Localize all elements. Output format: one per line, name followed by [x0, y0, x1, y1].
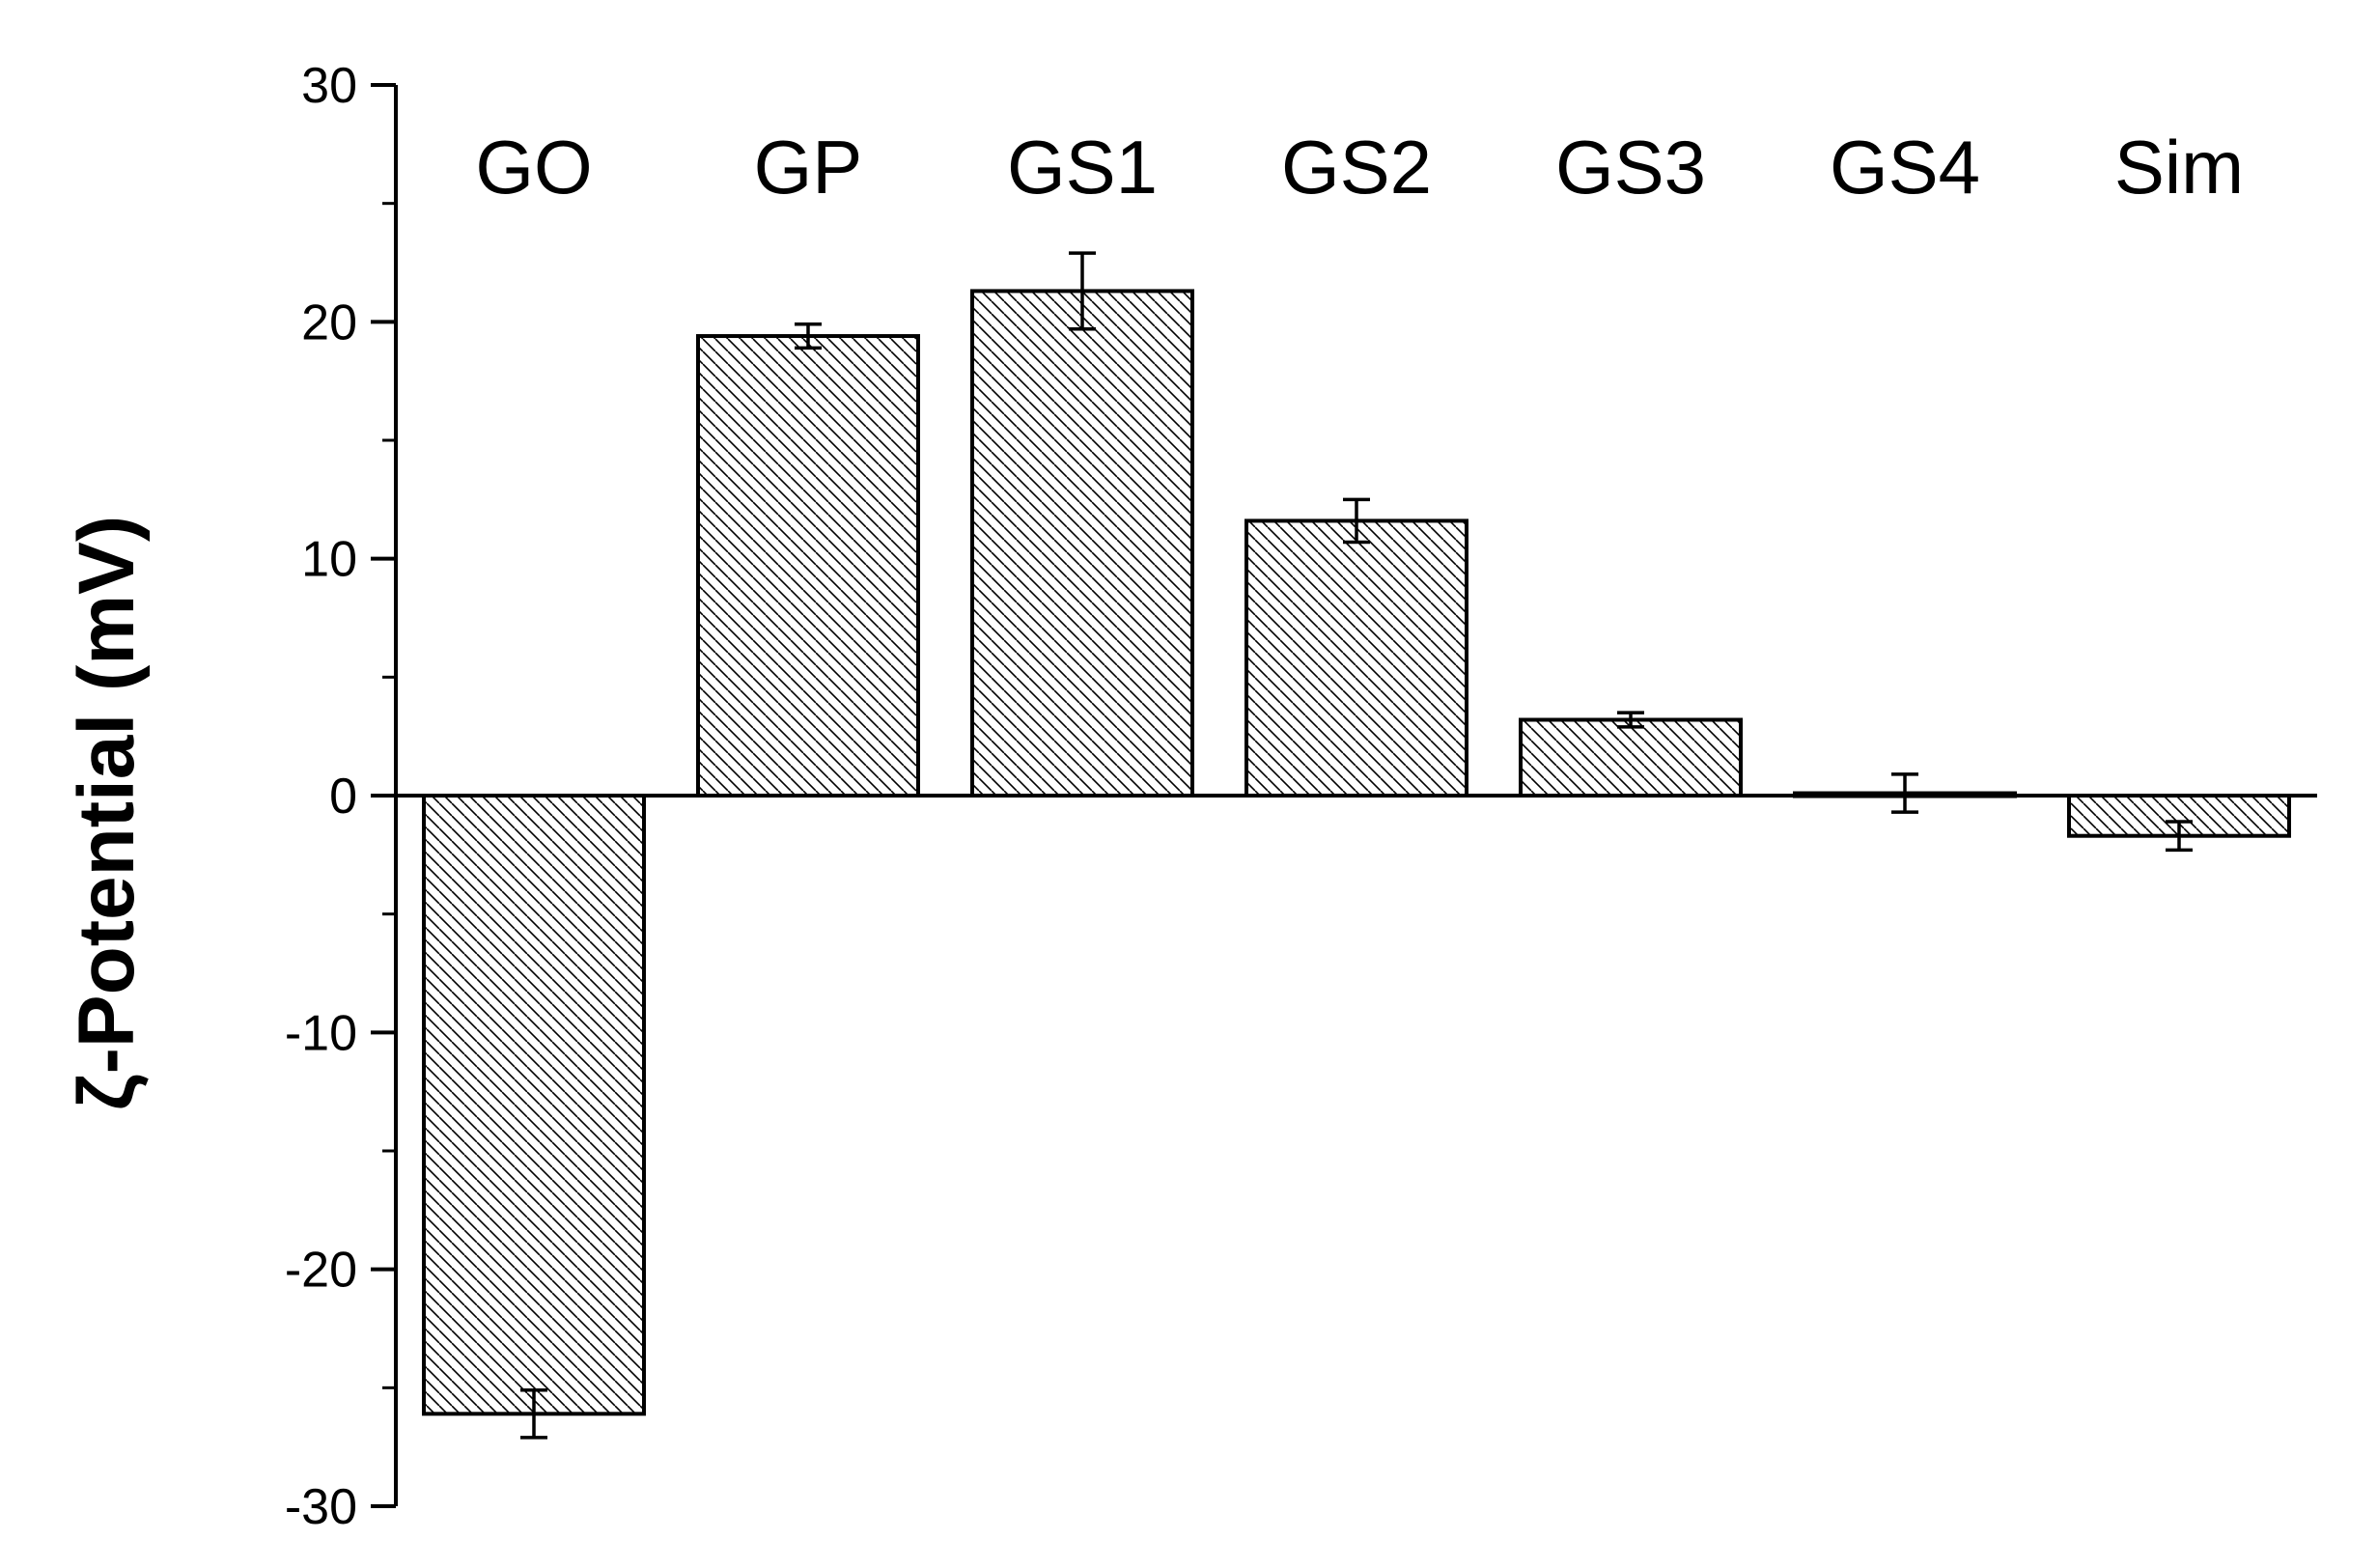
bar-gs1: [970, 289, 1194, 798]
category-label-gs2: GS2: [1281, 125, 1432, 210]
category-label-gs4: GS4: [1830, 125, 1980, 210]
bars-layer: [422, 289, 2291, 1416]
y-tick-label: 0: [329, 769, 357, 825]
error-bars-layer: [520, 251, 2193, 1440]
category-label-gs3: GS3: [1555, 125, 1706, 210]
category-label-sim: Sim: [2114, 125, 2244, 210]
y-tick-label: -20: [285, 1243, 357, 1299]
axes-layer: [371, 83, 2317, 1508]
category-label-go: GO: [475, 125, 592, 210]
category-label-gs1: GS1: [1007, 125, 1158, 210]
y-axis-title: ζ-Potential (mV): [63, 516, 151, 1110]
y-tick-label: -30: [285, 1479, 357, 1535]
category-label-gp: GP: [754, 125, 863, 210]
bar-gp: [696, 334, 920, 798]
y-tick-label: 30: [301, 58, 357, 114]
y-tick-label: 20: [301, 294, 357, 350]
y-tick-label: 10: [301, 532, 357, 588]
y-tick-label: -10: [285, 1005, 357, 1061]
bar-gs2: [1244, 518, 1468, 798]
bar-gs3: [1519, 717, 1743, 798]
bar-go: [422, 794, 646, 1416]
labels-layer: GO GP GS1 GS2 GS3 GS4 Sim 30 20 10 0 -10 -20 -30: [285, 58, 2244, 1535]
